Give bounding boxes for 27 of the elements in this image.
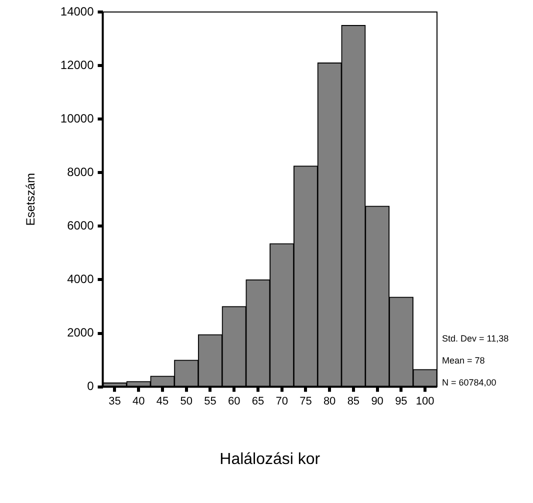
y-tick-label: 0 [87,379,94,394]
x-tick-label: 95 [395,395,408,408]
x-tick-label: 60 [228,395,240,408]
x-tick-label: 100 [416,395,434,408]
y-tick-label: 10000 [60,111,94,126]
x-tick-label: 40 [132,395,145,408]
x-tick-label: 50 [180,395,192,408]
y-tick-label: 8000 [67,164,94,179]
x-axis-title: Halálozási kor [220,450,321,468]
y-tick-label: 6000 [67,218,94,232]
y-axis-title: Esetszám [24,173,38,226]
x-tick-label: 70 [276,395,288,408]
x-tick-label: 90 [371,395,384,408]
x-tick-label: 55 [204,395,216,408]
x-tick-label: 35 [108,395,121,408]
text: Mean = 78 [442,355,485,366]
x-tick-label: 65 [252,395,264,408]
text: N = 60784,00 [442,377,496,388]
y-tick-label: 4000 [67,272,94,286]
x-tick-label: 45 [156,395,169,408]
y-tick-label: 12000 [60,58,94,72]
x-tick-label: 85 [347,395,360,408]
x-tick-label: 80 [323,395,336,408]
x-tick-label: 75 [300,395,312,408]
text: Std. Dev = 11,38 [442,333,509,344]
y-tick-label: 2000 [67,326,94,340]
y-tick-label: 14000 [60,4,94,18]
